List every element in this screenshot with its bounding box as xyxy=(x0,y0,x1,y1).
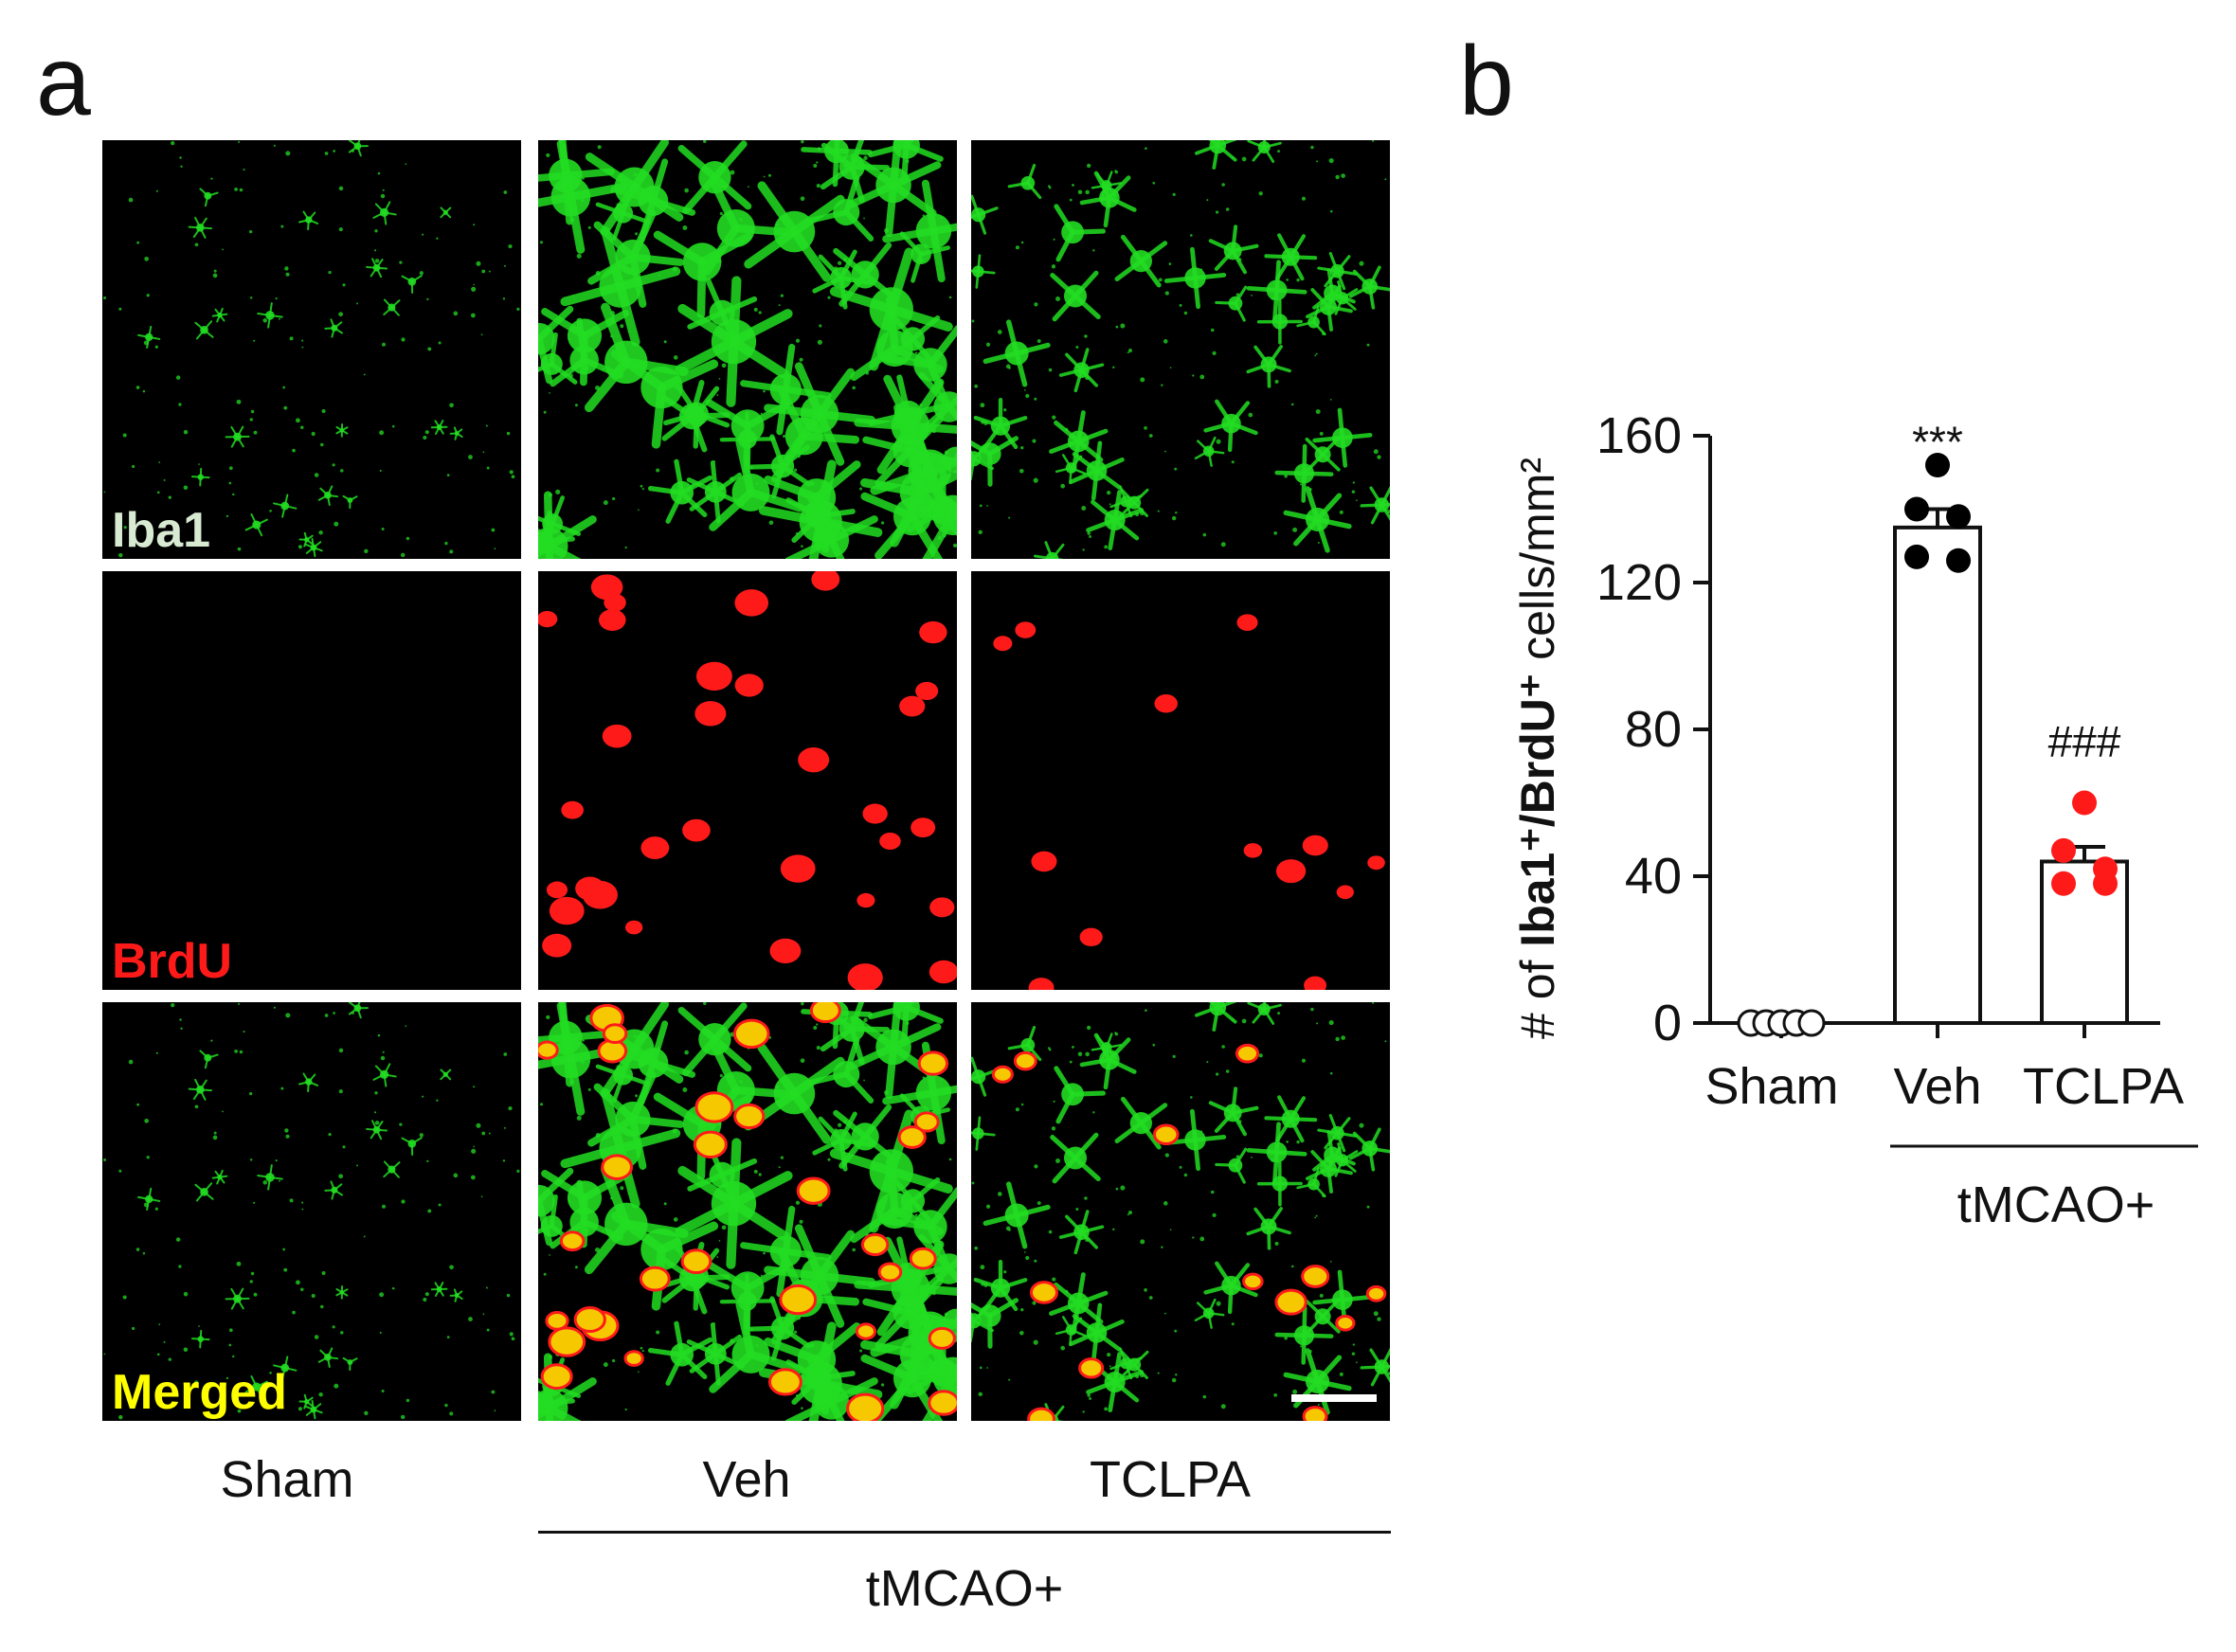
significance-marker: *** xyxy=(1912,418,1963,467)
data-point xyxy=(1797,1009,1826,1037)
micrograph-brdu-sham: BrdU xyxy=(102,571,521,990)
micrograph-brdu-veh xyxy=(538,571,957,990)
group-bracket-line xyxy=(538,1531,1391,1534)
row-label-merged: Merged xyxy=(112,1365,287,1420)
bar-veh xyxy=(1893,525,1982,1025)
data-point xyxy=(1904,496,1929,522)
data-point xyxy=(1946,504,1971,530)
column-label-veh: Veh xyxy=(702,1451,791,1508)
micrograph-iba1-tclpa xyxy=(971,140,1390,559)
column-label-sham: Sham xyxy=(220,1451,354,1508)
y-tick-label: 80 xyxy=(1625,701,1682,758)
row-label-brdu: BrdU xyxy=(112,934,233,989)
data-point xyxy=(1904,544,1929,569)
y-tick-label: 0 xyxy=(1653,995,1682,1051)
micrograph-merged-veh xyxy=(538,1002,957,1421)
bar-chart: 0 40 80 120 160 Sham Veh *** TCLPA ### tMCAO+ # of … xyxy=(1511,407,2198,1233)
data-point xyxy=(2093,871,2118,896)
micrograph-merged-tclpa xyxy=(971,1002,1390,1421)
micrograph-merged-sham: Merged xyxy=(102,1002,521,1421)
chart-group-label: tMCAO+ xyxy=(1957,1176,2155,1233)
micrograph-brdu-tclpa xyxy=(971,571,1390,990)
micrograph-iba1-veh xyxy=(538,140,957,559)
data-point xyxy=(2051,871,2076,896)
group-label-tmcao: tMCAO+ xyxy=(865,1560,1064,1617)
x-tick-label-veh: Veh xyxy=(1893,1058,1981,1115)
data-point xyxy=(2072,790,2097,816)
column-label-tclpa: TCLPA xyxy=(1089,1451,1252,1508)
x-tick-label-tclpa: TCLPA xyxy=(2023,1058,2184,1115)
panel-a-letter: a xyxy=(36,27,91,136)
x-tick-label-sham: Sham xyxy=(1704,1058,1838,1115)
micrograph-iba1-sham: Iba1 xyxy=(102,140,521,559)
data-point xyxy=(1946,548,1971,573)
significance-marker: ### xyxy=(2048,717,2121,766)
data-point xyxy=(2051,837,2076,863)
y-tick-label: 40 xyxy=(1625,848,1682,905)
y-tick-label: 160 xyxy=(1596,407,1682,464)
data-point xyxy=(1925,453,1950,477)
y-axis-label: # of Iba1⁺/BrdU⁺ cells/mm² xyxy=(1511,458,1564,1039)
panel-b-letter: b xyxy=(1459,27,1514,136)
scale-bar xyxy=(1291,1394,1377,1402)
row-label-iba1: Iba1 xyxy=(112,503,211,558)
y-tick-label: 120 xyxy=(1596,554,1682,611)
